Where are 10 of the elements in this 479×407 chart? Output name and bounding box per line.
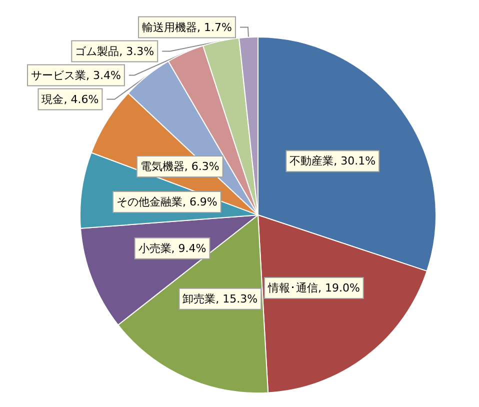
slice-label: 情報･通信, 19.0% (266, 282, 360, 295)
slice-label: 現金, 4.6% (42, 92, 99, 106)
slice-label: 小売業, 9.4% (138, 242, 206, 255)
slice-label: サービス業, 3.4% (31, 68, 121, 82)
slice-label: その他金融業, 6.9% (116, 196, 218, 209)
slice-label: 卸売業, 15.3% (182, 292, 258, 306)
slice-label: ゴム製品, 3.3% (75, 44, 154, 58)
slice-label: 輸送用機器, 1.7% (142, 20, 232, 34)
slice-label: 不動産業, 30.1% (290, 154, 376, 168)
slice-label: 電気機器, 6.3% (140, 160, 220, 173)
